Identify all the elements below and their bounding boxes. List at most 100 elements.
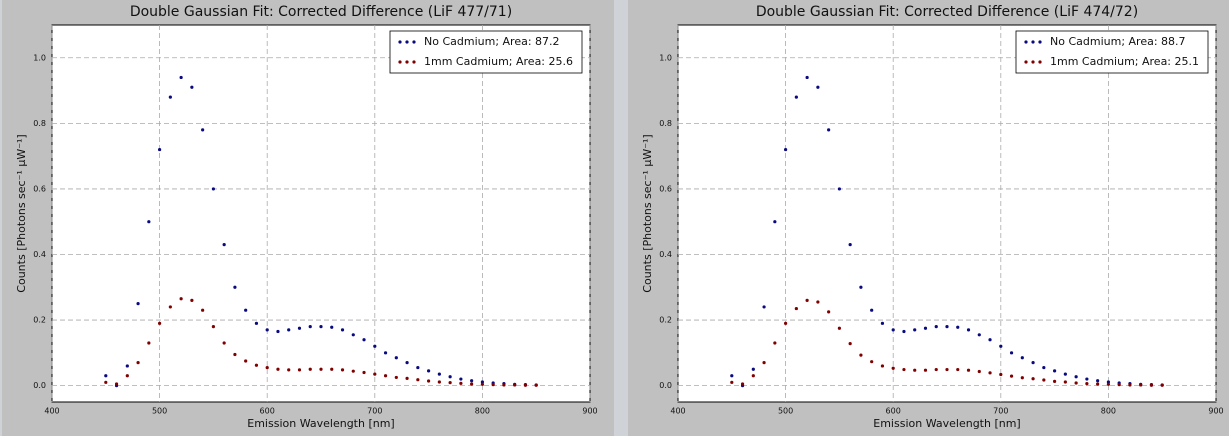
legend-marker [405,40,409,44]
data-point [491,383,495,387]
data-point [437,380,441,384]
legend-marker [405,60,409,64]
data-point [794,306,798,311]
y-tick-label: 0.4 [33,250,46,259]
data-point [837,187,842,191]
x-tick-label: 900 [1208,407,1223,416]
data-point [351,369,355,373]
data-point [794,95,798,99]
legend-marker [1024,40,1028,44]
data-point [1085,382,1089,386]
chart-title: Double Gaussian Fit: Corrected Differenc… [756,4,1138,20]
data-point [104,374,108,378]
data-point [966,368,971,372]
data-point [158,321,162,325]
data-point [405,361,409,365]
data-point [1149,383,1154,387]
data-point [147,341,151,345]
data-point [999,344,1003,348]
data-point [330,325,334,329]
data-point [147,220,151,224]
data-point [222,341,226,345]
data-point [362,338,366,342]
data-point [956,325,960,329]
data-point [762,305,766,309]
legend-label: No Cadmium; Area: 88.7 [1050,35,1186,48]
data-point [373,344,377,348]
data-point [114,382,119,386]
data-point [179,75,183,80]
y-tick-label: 0.0 [33,381,46,390]
data-point [136,302,140,306]
data-point [459,377,463,381]
data-point [190,298,194,302]
data-point [923,326,928,330]
data-point [190,85,194,89]
data-point [480,382,484,386]
data-point [891,328,895,332]
data-point [373,372,377,376]
plot-area [677,24,1217,403]
data-point [880,321,885,325]
data-point [988,338,992,342]
x-tick-label: 800 [1101,407,1116,416]
data-point [827,128,831,132]
data-point [513,383,517,387]
legend-marker [1024,60,1028,64]
data-point [730,380,734,384]
data-point [244,359,248,363]
data-point [470,382,474,386]
data-point [222,243,226,247]
y-axis-label: Counts [Photons sec⁻¹ μW⁻¹] [15,134,28,292]
y-tick-label: 0.2 [659,316,672,325]
legend-marker [1031,40,1035,44]
legend-label: 1mm Cadmium; Area: 25.1 [1050,55,1199,68]
panel: 400 500 600 700 800 900 0.0 0.2 0.4 0.6 0.8 1.0 Doub… [2,0,614,436]
data-point [254,321,259,325]
data-point [762,361,766,365]
data-point [308,367,312,371]
data-point [427,379,431,383]
data-point [902,367,906,372]
data-point [480,380,484,384]
data-point [913,368,917,372]
data-point [784,147,788,152]
data-point [1053,369,1057,373]
data-point [773,341,777,345]
data-point [244,308,248,312]
data-point [1009,351,1014,355]
data-point [265,328,269,332]
data-point [805,298,809,302]
data-point [168,305,172,309]
data-point [1053,379,1057,383]
y-tick-label: 0.8 [33,119,46,128]
data-point [534,383,538,387]
data-point [902,329,906,334]
data-point [773,220,777,224]
data-point [319,325,323,329]
y-tick-label: 0.0 [659,381,672,390]
data-point [158,147,162,152]
data-point [999,372,1003,377]
data-point [816,300,820,304]
data-point [923,368,928,372]
data-point [233,285,237,289]
data-point [179,297,183,301]
data-point [1020,356,1024,360]
data-point [730,374,734,378]
data-point [448,375,452,379]
plot-area [51,24,591,403]
data-point [1160,383,1164,387]
data-point [168,95,172,99]
x-tick-label: 500 [778,407,793,416]
data-point [977,369,981,374]
x-tick-label: 400 [670,407,685,416]
panel: 400 500 600 700 800 900 0.0 0.2 0.4 0.6 0.8 1.0 Doub… [628,0,1229,436]
legend-box [1015,30,1209,74]
data-point [502,383,506,387]
data-point [297,326,302,330]
data-point [448,381,452,385]
data-point [956,367,960,372]
